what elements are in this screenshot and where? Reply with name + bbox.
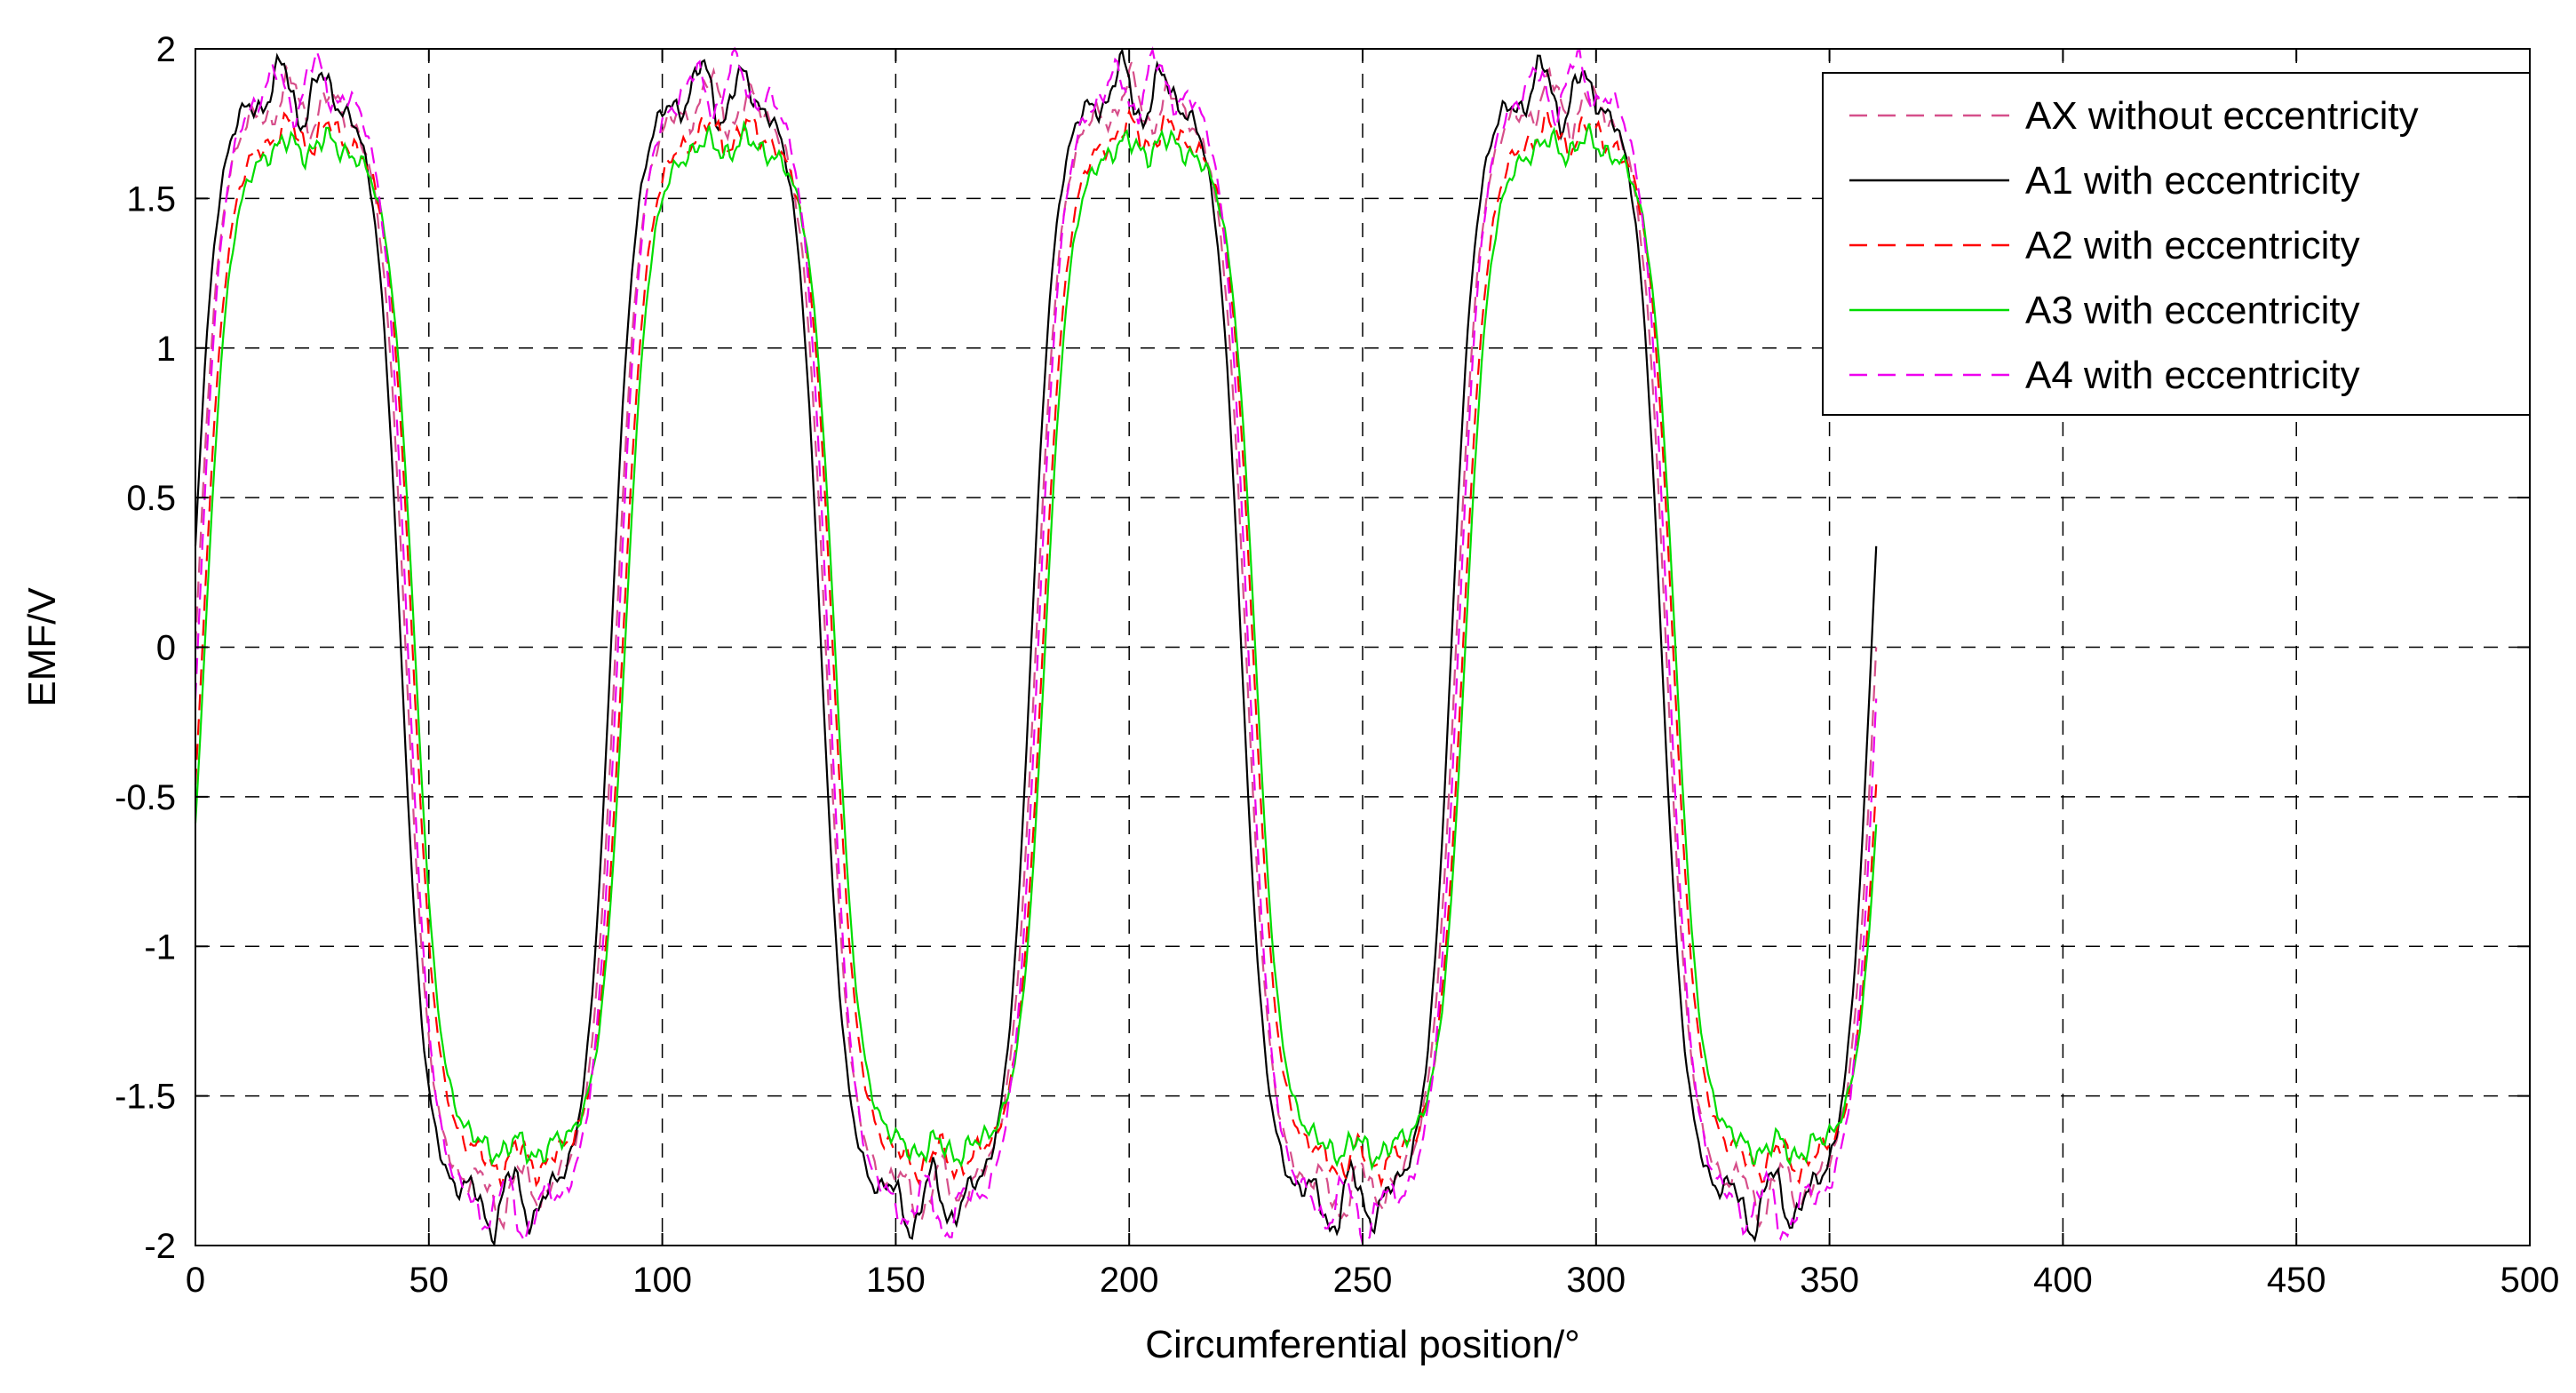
series-layer: [194, 46, 1878, 1247]
y-tick-label: 0.5: [126, 479, 176, 518]
x-tick-label: 300: [1566, 1261, 1626, 1300]
y-tick-label: -0.5: [115, 778, 176, 817]
series-line-3: [194, 107, 1878, 1189]
series-line-4: [194, 119, 1878, 1172]
legend-box: [1822, 72, 2531, 416]
legend-entry: A2 with eccentricity: [2025, 224, 2360, 267]
x-tick-label: 400: [2033, 1261, 2093, 1300]
legend-entry: A4 with eccentricity: [2025, 354, 2360, 397]
legend: AX without eccentricity A1 with eccentric…: [1822, 72, 2531, 416]
y-tick-label: -1.5: [115, 1078, 176, 1117]
x-tick-label: 200: [1100, 1261, 1159, 1300]
x-tick-label: 250: [1333, 1261, 1393, 1300]
y-tick-label: 1.5: [126, 179, 176, 219]
y-tick-label: -2: [144, 1227, 176, 1266]
x-tick-label: 100: [632, 1261, 692, 1300]
legend-entry: A1 with eccentricity: [2025, 159, 2360, 203]
series-line-2: [194, 47, 1878, 1247]
series-line-5: [194, 46, 1878, 1246]
y-tick-label: 0: [156, 629, 176, 668]
x-tick-label: 500: [2500, 1261, 2560, 1300]
legend-entry: AX without eccentricity: [2025, 94, 2419, 138]
x-tick-label: 50: [409, 1261, 449, 1300]
x-axis-label: Circumferential position/°: [1145, 1323, 1580, 1366]
y-axis-label: EMF/V: [20, 587, 64, 707]
x-tick-label: 450: [2267, 1261, 2326, 1300]
axis-ticks: 0 50 100 150 200 250 300 350 400 450 500 -2 -1.5 -1 -0…: [115, 30, 2559, 1300]
x-tick-label: 150: [866, 1261, 926, 1300]
y-tick-label: -1: [144, 927, 176, 967]
x-tick-label: 0: [186, 1261, 205, 1300]
y-tick-label: 1: [156, 330, 176, 369]
x-tick-label: 350: [1800, 1261, 1859, 1300]
y-tick-label: 2: [156, 30, 176, 69]
legend-entry: A3 with eccentricity: [2025, 289, 2360, 332]
